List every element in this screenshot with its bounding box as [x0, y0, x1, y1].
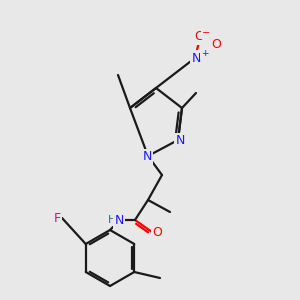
Text: N: N: [175, 134, 185, 148]
Text: O: O: [152, 226, 162, 239]
Text: O: O: [211, 38, 221, 52]
Text: H: H: [108, 215, 116, 225]
Text: F: F: [53, 212, 61, 224]
Text: +: +: [201, 49, 209, 58]
Text: N: N: [114, 214, 124, 227]
Text: O: O: [194, 31, 204, 44]
Text: N: N: [191, 52, 201, 64]
Text: N: N: [142, 151, 152, 164]
Text: −: −: [202, 28, 210, 38]
